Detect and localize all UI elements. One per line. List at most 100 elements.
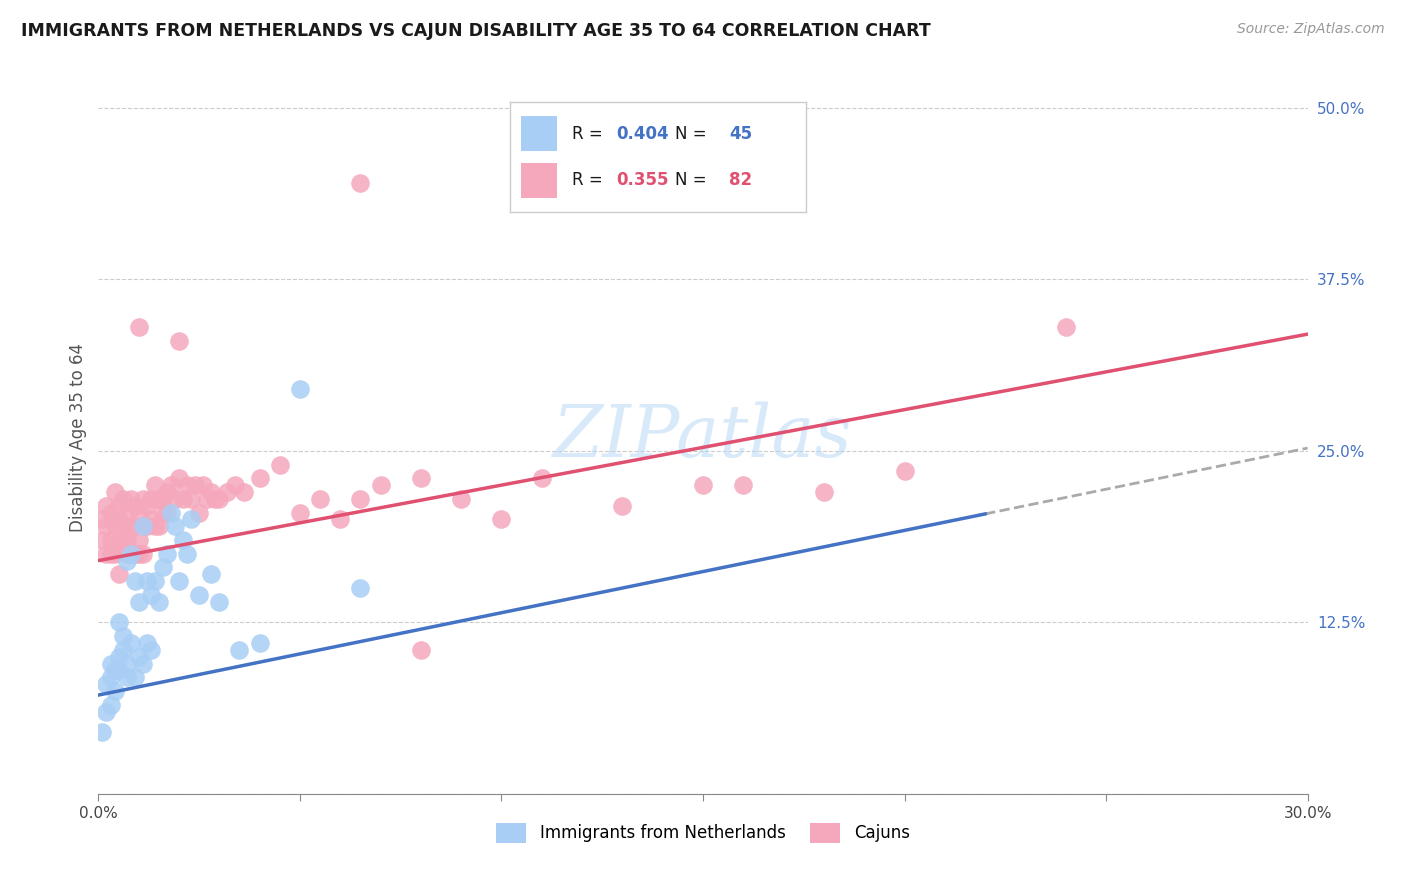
Point: [733, 478, 755, 492]
Point: [139, 512, 162, 526]
Point: [148, 519, 170, 533]
Text: Source: ZipAtlas.com: Source: ZipAtlas.com: [1237, 22, 1385, 37]
Point: [193, 478, 215, 492]
Point: [107, 664, 129, 678]
Point: [107, 499, 129, 513]
Point: [128, 320, 150, 334]
Point: [813, 485, 835, 500]
Point: [103, 684, 125, 698]
Point: [91, 725, 114, 739]
Point: [180, 512, 202, 526]
Point: [139, 491, 162, 506]
Point: [107, 649, 129, 664]
Point: [204, 491, 226, 506]
Point: [269, 458, 291, 472]
Point: [107, 615, 129, 630]
Point: [124, 670, 146, 684]
Point: [132, 491, 155, 506]
Point: [139, 588, 162, 602]
Point: [96, 677, 118, 691]
Point: [111, 629, 134, 643]
Point: [115, 553, 138, 567]
Point: [184, 478, 207, 492]
Point: [893, 464, 915, 478]
Point: [135, 519, 157, 533]
Point: [217, 485, 239, 500]
Point: [115, 547, 138, 561]
Point: [349, 176, 371, 190]
Point: [180, 491, 202, 506]
Point: [96, 499, 118, 513]
Point: [135, 574, 157, 589]
Point: [450, 491, 472, 506]
Point: [128, 506, 150, 520]
Point: [103, 519, 125, 533]
Point: [115, 506, 138, 520]
Point: [224, 478, 246, 492]
Point: [128, 649, 150, 664]
Point: [163, 519, 186, 533]
Point: [107, 567, 129, 582]
Point: [167, 574, 190, 589]
Point: [135, 636, 157, 650]
Point: [167, 471, 190, 485]
Point: [491, 512, 513, 526]
Point: [128, 533, 150, 547]
Point: [167, 334, 190, 348]
Point: [156, 547, 179, 561]
Point: [232, 485, 254, 500]
Point: [115, 533, 138, 547]
Point: [288, 506, 311, 520]
Point: [96, 705, 118, 719]
Point: [160, 478, 183, 492]
Point: [100, 506, 122, 520]
Point: [172, 491, 194, 506]
Point: [148, 595, 170, 609]
Point: [163, 491, 186, 506]
Point: [124, 499, 146, 513]
Point: [128, 595, 150, 609]
Text: ZIPatlas: ZIPatlas: [553, 401, 853, 473]
Point: [132, 519, 155, 533]
Point: [349, 491, 371, 506]
Point: [288, 382, 311, 396]
Point: [120, 547, 142, 561]
Point: [309, 491, 332, 506]
Point: [120, 636, 142, 650]
Point: [176, 478, 198, 492]
Point: [329, 512, 352, 526]
Point: [249, 636, 271, 650]
Point: [91, 512, 114, 526]
Point: [100, 657, 122, 671]
Point: [103, 547, 125, 561]
Point: [1054, 320, 1077, 334]
Point: [148, 491, 170, 506]
Point: [124, 519, 146, 533]
Point: [200, 567, 222, 582]
Point: [132, 519, 155, 533]
Point: [135, 499, 157, 513]
Point: [100, 698, 122, 712]
Point: [111, 491, 134, 506]
Point: [152, 491, 174, 506]
Point: [176, 547, 198, 561]
Point: [200, 485, 222, 500]
Point: [152, 560, 174, 574]
Point: [132, 657, 155, 671]
Point: [409, 642, 432, 657]
Point: [188, 588, 211, 602]
Point: [120, 547, 142, 561]
Point: [111, 642, 134, 657]
Point: [120, 491, 142, 506]
Point: [370, 478, 392, 492]
Point: [530, 471, 553, 485]
Point: [143, 478, 166, 492]
Point: [111, 533, 134, 547]
Point: [111, 519, 134, 533]
Point: [139, 642, 162, 657]
Point: [228, 642, 250, 657]
Point: [96, 519, 118, 533]
Point: [208, 595, 231, 609]
Point: [143, 519, 166, 533]
Legend: Immigrants from Netherlands, Cajuns: Immigrants from Netherlands, Cajuns: [489, 816, 917, 850]
